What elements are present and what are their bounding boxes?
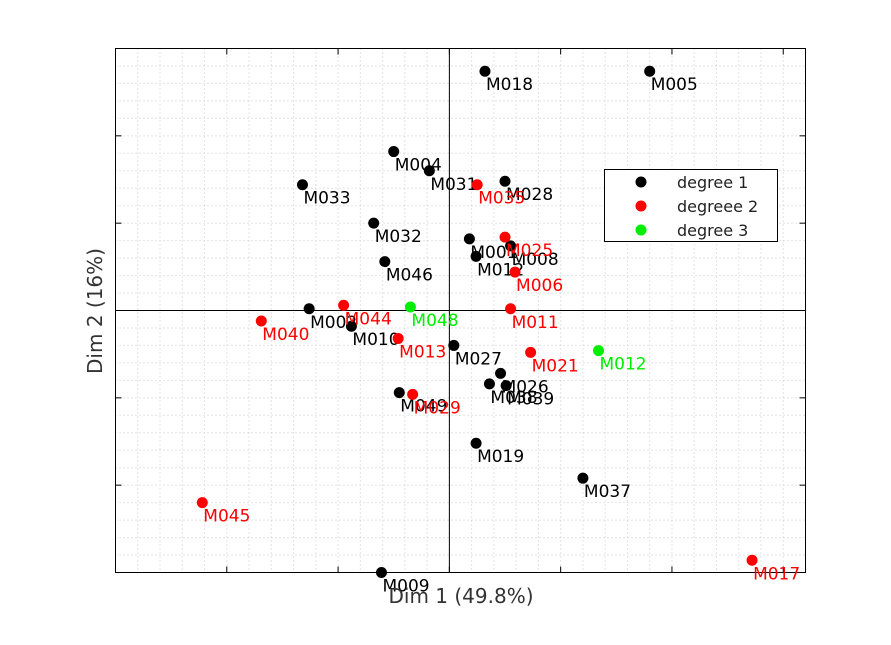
point-label: M046 [386, 266, 433, 286]
origin-axes [115, 48, 806, 573]
point-label: M011 [512, 313, 559, 333]
data-point [471, 179, 483, 191]
point-label: M048 [411, 311, 458, 331]
legend-marker-degree-1 [635, 176, 647, 188]
point-label: M049 [400, 397, 447, 417]
data-point [470, 250, 482, 262]
data-point [393, 387, 405, 399]
point-label: M037 [584, 482, 631, 502]
data-point [423, 165, 435, 177]
point-label: M031 [430, 175, 477, 195]
data-point [746, 554, 758, 566]
data-point [495, 367, 507, 379]
data-point [505, 240, 517, 252]
data-point [379, 256, 391, 268]
point-label: M045 [203, 507, 250, 527]
data-point [338, 299, 350, 311]
point-label: M008 [512, 250, 559, 270]
point-label: M027 [455, 349, 502, 369]
point-label: M040 [262, 325, 309, 345]
legend: degree 1 degreee 2 degree 3 [604, 169, 778, 242]
data-point [392, 332, 404, 344]
data-point [499, 175, 511, 187]
point-label: M010 [352, 330, 399, 350]
point-label: M044 [345, 309, 392, 329]
point-label: M017 [753, 564, 800, 584]
data-point [463, 233, 475, 245]
point-label: M019 [477, 447, 524, 467]
data-point [375, 567, 387, 578]
point-label: M039 [507, 390, 554, 410]
data-point [407, 388, 419, 400]
point-label: M028 [506, 185, 553, 205]
data-point [368, 217, 380, 229]
data-point [505, 303, 517, 315]
data-point [303, 303, 315, 315]
data-point [593, 345, 604, 357]
point-label: M038 [490, 388, 537, 408]
data-point [255, 315, 267, 327]
data-point [404, 301, 416, 313]
data-point [479, 65, 491, 77]
x-axis-label: Dim 1 (49.8%) [388, 584, 533, 608]
point-label: M009 [382, 577, 429, 597]
point-label: M026 [502, 377, 549, 397]
data-point [470, 437, 482, 449]
data-points: M018 M005M004M031M028M033M032M001M008M012… [196, 65, 800, 597]
point-label: M004 [395, 156, 442, 176]
data-point [388, 146, 400, 158]
point-label: M033 [303, 189, 350, 209]
legend-label-degree-2: degreee 2 [677, 197, 758, 216]
y-axis-label: Dim 2 (16%) [83, 248, 107, 374]
data-point [644, 65, 656, 77]
point-label: M013 [399, 342, 446, 362]
point-label: M032 [375, 227, 422, 247]
data-point [499, 231, 511, 243]
point-label: M005 [651, 75, 698, 95]
data-point [500, 380, 512, 392]
legend-marker-degree-3 [635, 224, 647, 236]
point-label: M029 [414, 398, 461, 418]
legend-marker-degree-2 [635, 200, 647, 212]
data-point [448, 339, 460, 351]
legend-label-degree-1: degree 1 [677, 173, 748, 192]
point-label: M018 [486, 75, 533, 95]
data-point [577, 472, 589, 484]
data-point [509, 266, 521, 278]
legend-box [604, 169, 778, 242]
data-point [525, 346, 537, 358]
point-label: M021 [532, 356, 579, 376]
axis-ticks [115, 48, 806, 573]
point-label: M006 [516, 276, 563, 296]
data-point [196, 497, 208, 509]
legend-label-degree-3: degree 3 [677, 221, 748, 240]
data-point [296, 179, 308, 191]
point-label: M002 [310, 313, 357, 333]
point-label: M035 [478, 189, 525, 209]
data-point [483, 378, 495, 390]
point-label: M025 [506, 241, 553, 261]
point-label: M012 [600, 355, 647, 375]
data-point [345, 320, 357, 332]
